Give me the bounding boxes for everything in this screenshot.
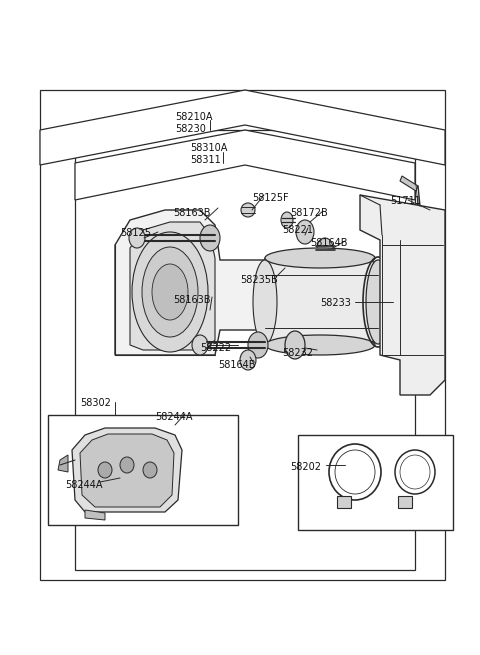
- Ellipse shape: [142, 247, 198, 337]
- Text: 58164B: 58164B: [310, 238, 348, 248]
- Ellipse shape: [98, 462, 112, 478]
- Text: 58172B: 58172B: [290, 208, 328, 218]
- Ellipse shape: [281, 212, 293, 228]
- Ellipse shape: [132, 232, 208, 352]
- Text: 58222: 58222: [200, 343, 231, 353]
- Text: 58125F: 58125F: [252, 193, 288, 203]
- Text: 58163B: 58163B: [173, 295, 211, 305]
- Bar: [398, 496, 412, 508]
- Text: 58163B: 58163B: [173, 208, 211, 218]
- Text: 58244A: 58244A: [155, 412, 192, 422]
- Ellipse shape: [143, 462, 157, 478]
- Ellipse shape: [192, 335, 208, 355]
- Ellipse shape: [248, 332, 268, 358]
- Bar: [337, 496, 351, 508]
- Polygon shape: [75, 130, 415, 200]
- Text: 58232: 58232: [282, 348, 313, 358]
- Ellipse shape: [240, 350, 256, 370]
- Text: 58202: 58202: [290, 462, 321, 472]
- Ellipse shape: [120, 457, 134, 473]
- Polygon shape: [58, 455, 68, 472]
- Ellipse shape: [317, 238, 333, 258]
- Ellipse shape: [253, 260, 277, 344]
- Polygon shape: [40, 90, 445, 165]
- Polygon shape: [400, 176, 418, 191]
- Ellipse shape: [129, 228, 145, 248]
- Text: 58164B: 58164B: [218, 360, 255, 370]
- Polygon shape: [85, 510, 105, 520]
- Text: 51711: 51711: [390, 196, 421, 206]
- Ellipse shape: [265, 335, 375, 355]
- Ellipse shape: [152, 264, 188, 320]
- Text: 58311: 58311: [190, 155, 221, 165]
- Ellipse shape: [285, 331, 305, 359]
- Bar: [40, 90, 445, 580]
- Text: 58235B: 58235B: [240, 275, 278, 285]
- Text: 58221: 58221: [282, 225, 313, 235]
- Polygon shape: [80, 434, 174, 507]
- Text: 58210A: 58210A: [175, 112, 213, 122]
- Text: 58302: 58302: [80, 398, 111, 408]
- Ellipse shape: [265, 248, 375, 268]
- Polygon shape: [72, 428, 182, 512]
- Polygon shape: [115, 210, 265, 355]
- Polygon shape: [360, 195, 445, 395]
- Polygon shape: [130, 222, 215, 350]
- Bar: [298, 435, 453, 530]
- Text: 58310A: 58310A: [190, 143, 228, 153]
- Ellipse shape: [241, 203, 255, 217]
- Text: 58230: 58230: [175, 124, 206, 134]
- Text: 58244A: 58244A: [65, 480, 103, 490]
- Text: 58125: 58125: [120, 228, 151, 238]
- Ellipse shape: [200, 225, 220, 251]
- Ellipse shape: [296, 220, 314, 244]
- Polygon shape: [265, 258, 378, 345]
- Bar: [48, 415, 238, 525]
- Text: 58233: 58233: [320, 298, 351, 308]
- Bar: [75, 130, 415, 570]
- Ellipse shape: [366, 260, 390, 344]
